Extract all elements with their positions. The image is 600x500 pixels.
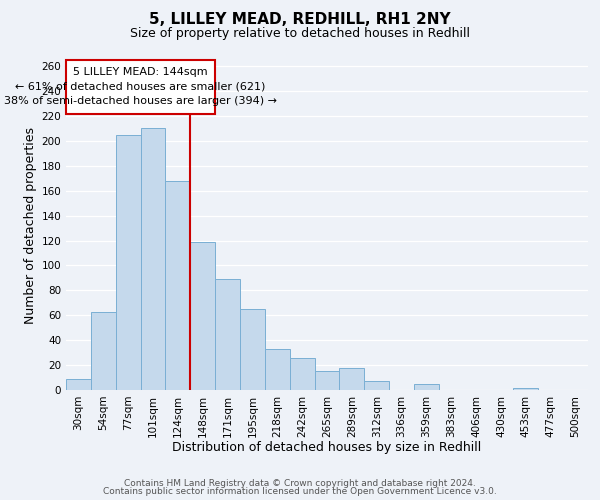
Bar — [290, 358, 314, 390]
Bar — [91, 312, 116, 390]
Text: Size of property relative to detached houses in Redhill: Size of property relative to detached ho… — [130, 28, 470, 40]
Y-axis label: Number of detached properties: Number of detached properties — [24, 126, 37, 324]
Bar — [514, 388, 538, 390]
Bar — [215, 279, 240, 390]
Text: Contains HM Land Registry data © Crown copyright and database right 2024.: Contains HM Land Registry data © Crown c… — [124, 478, 476, 488]
Bar — [265, 349, 290, 390]
Bar — [66, 379, 91, 390]
Bar — [314, 372, 340, 390]
Text: Contains public sector information licensed under the Open Government Licence v3: Contains public sector information licen… — [103, 487, 497, 496]
Text: 5 LILLEY MEAD: 144sqm
← 61% of detached houses are smaller (621)
38% of semi-det: 5 LILLEY MEAD: 144sqm ← 61% of detached … — [4, 68, 277, 106]
Bar — [414, 384, 439, 390]
Bar — [116, 134, 140, 390]
Bar — [340, 368, 364, 390]
X-axis label: Distribution of detached houses by size in Redhill: Distribution of detached houses by size … — [172, 441, 482, 454]
Text: 5, LILLEY MEAD, REDHILL, RH1 2NY: 5, LILLEY MEAD, REDHILL, RH1 2NY — [149, 12, 451, 28]
Bar — [240, 309, 265, 390]
Bar — [140, 128, 166, 390]
FancyBboxPatch shape — [66, 60, 215, 114]
Bar — [166, 181, 190, 390]
Bar — [364, 382, 389, 390]
Bar — [190, 242, 215, 390]
